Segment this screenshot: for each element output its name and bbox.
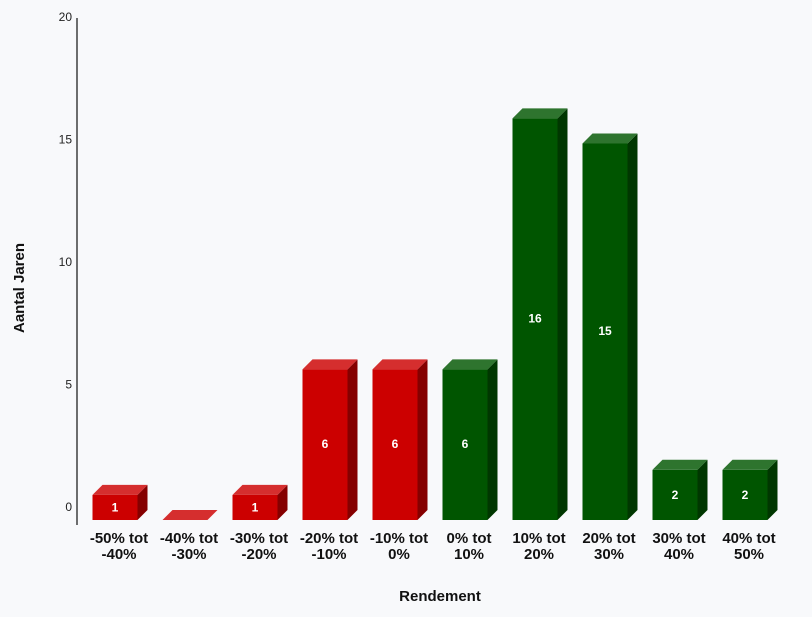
bar xyxy=(582,143,628,520)
data-label: 1 xyxy=(112,501,119,515)
bar-top xyxy=(92,484,148,495)
bar-side xyxy=(557,108,568,521)
bar-side xyxy=(697,459,708,520)
x-tick-label: 30% tot 40% xyxy=(652,530,706,563)
data-label: 6 xyxy=(392,437,399,451)
y-tick-label: 20 xyxy=(59,10,73,24)
bar xyxy=(92,494,138,520)
x-tick-label: -40% tot -30% xyxy=(159,530,219,563)
bar-top xyxy=(302,359,358,370)
y-axis-title: Aantal Jaren xyxy=(11,243,28,333)
bar-side xyxy=(277,484,288,520)
bar xyxy=(232,494,278,520)
bar-top xyxy=(652,459,708,470)
y-tick-label: 15 xyxy=(59,133,73,147)
x-tick-label: 10% tot 20% xyxy=(512,530,566,563)
data-label: 2 xyxy=(742,488,749,502)
bar-top xyxy=(722,459,778,470)
x-tick-label: -20% tot -10% xyxy=(299,530,359,563)
bar-top xyxy=(372,359,428,370)
bar-side xyxy=(137,484,148,520)
x-tick-label: -10% tot 0% xyxy=(369,530,429,563)
bar-side xyxy=(347,359,358,520)
y-tick-label: 0 xyxy=(65,500,72,514)
x-tick-label: -30% tot -20% xyxy=(229,530,289,563)
data-label: 2 xyxy=(672,488,679,502)
bar xyxy=(302,369,348,520)
bar-top xyxy=(582,133,638,144)
data-label: 6 xyxy=(462,437,469,451)
bar-side xyxy=(487,359,498,520)
bar-top xyxy=(162,510,218,520)
x-tick-label: 40% tot 50% xyxy=(722,530,776,563)
bar-side xyxy=(767,459,778,520)
bar xyxy=(652,469,698,520)
bar xyxy=(512,118,558,521)
bar-top xyxy=(442,359,498,370)
x-tick-label: -50% tot -40% xyxy=(89,530,149,563)
data-label: 16 xyxy=(528,311,542,325)
bar xyxy=(372,369,418,520)
x-axis-title: Rendement xyxy=(399,588,481,605)
x-tick-label: 20% tot 30% xyxy=(582,530,636,563)
bar-top xyxy=(512,108,568,119)
y-tick-label: 5 xyxy=(65,378,72,392)
bar xyxy=(442,369,488,520)
bar-side xyxy=(417,359,428,520)
data-label: 6 xyxy=(322,437,329,451)
y-tick-label: 10 xyxy=(59,255,73,269)
data-label: 1 xyxy=(252,501,259,515)
bar-top xyxy=(232,484,288,495)
x-tick-label: 0% tot 10% xyxy=(446,530,492,563)
data-label: 15 xyxy=(598,324,612,338)
bar xyxy=(722,469,768,520)
bar-side xyxy=(627,133,638,520)
